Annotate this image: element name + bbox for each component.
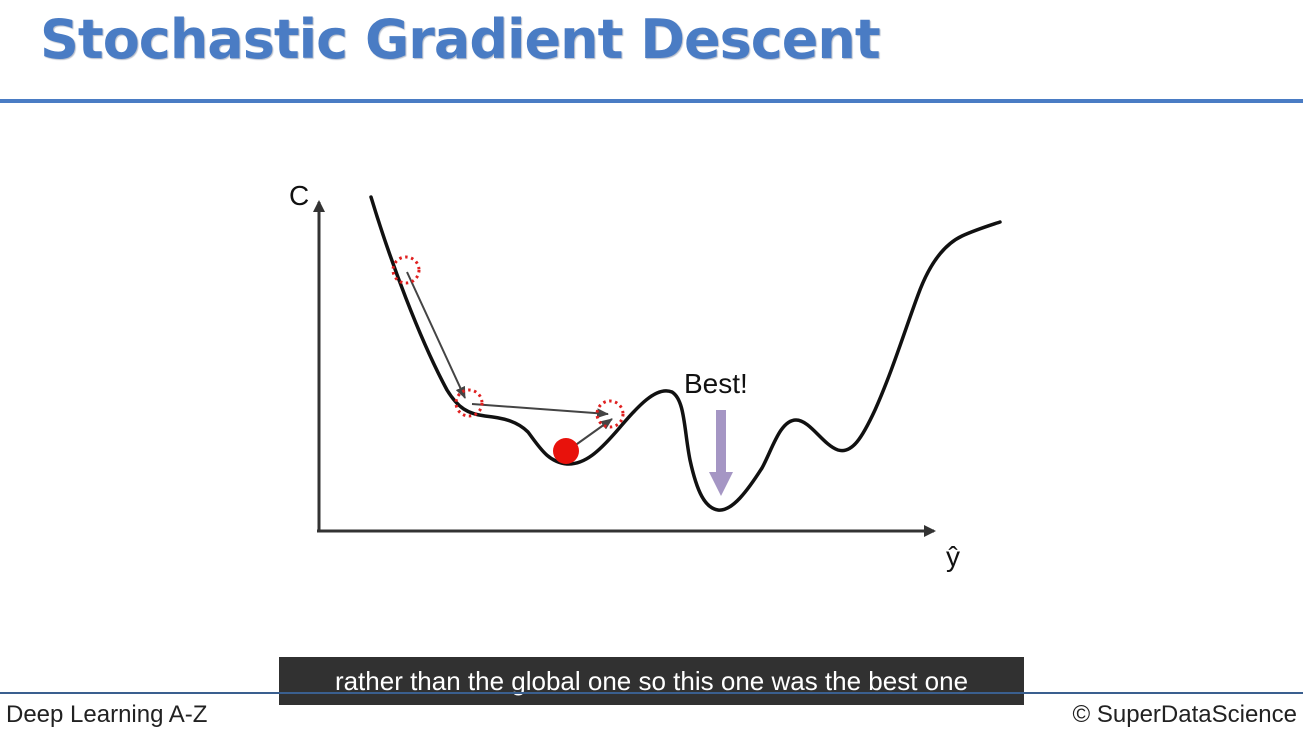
step-arrow-1 bbox=[406, 271, 466, 399]
current-point bbox=[553, 438, 579, 464]
cost-curve bbox=[369, 195, 1002, 512]
step-circle-1 bbox=[391, 255, 421, 285]
copyright-notice: © SuperDataScience bbox=[1072, 701, 1297, 728]
best-arrow bbox=[709, 410, 733, 496]
x-axis-label: ŷ bbox=[946, 541, 960, 572]
footer-divider bbox=[0, 692, 1303, 694]
step-circle-2 bbox=[454, 388, 484, 418]
slide-title: Stochastic Gradient Descent bbox=[40, 8, 881, 71]
step-arrow-3 bbox=[569, 418, 613, 450]
step-circle-3 bbox=[595, 399, 625, 429]
best-label: Best! bbox=[684, 368, 748, 399]
y-axis-label: C bbox=[289, 180, 309, 211]
step-arrow-2 bbox=[471, 403, 609, 419]
title-divider bbox=[0, 99, 1303, 103]
subtitle-caption: rather than the global one so this one w… bbox=[279, 657, 1024, 705]
course-name: Deep Learning A-Z bbox=[6, 701, 208, 728]
